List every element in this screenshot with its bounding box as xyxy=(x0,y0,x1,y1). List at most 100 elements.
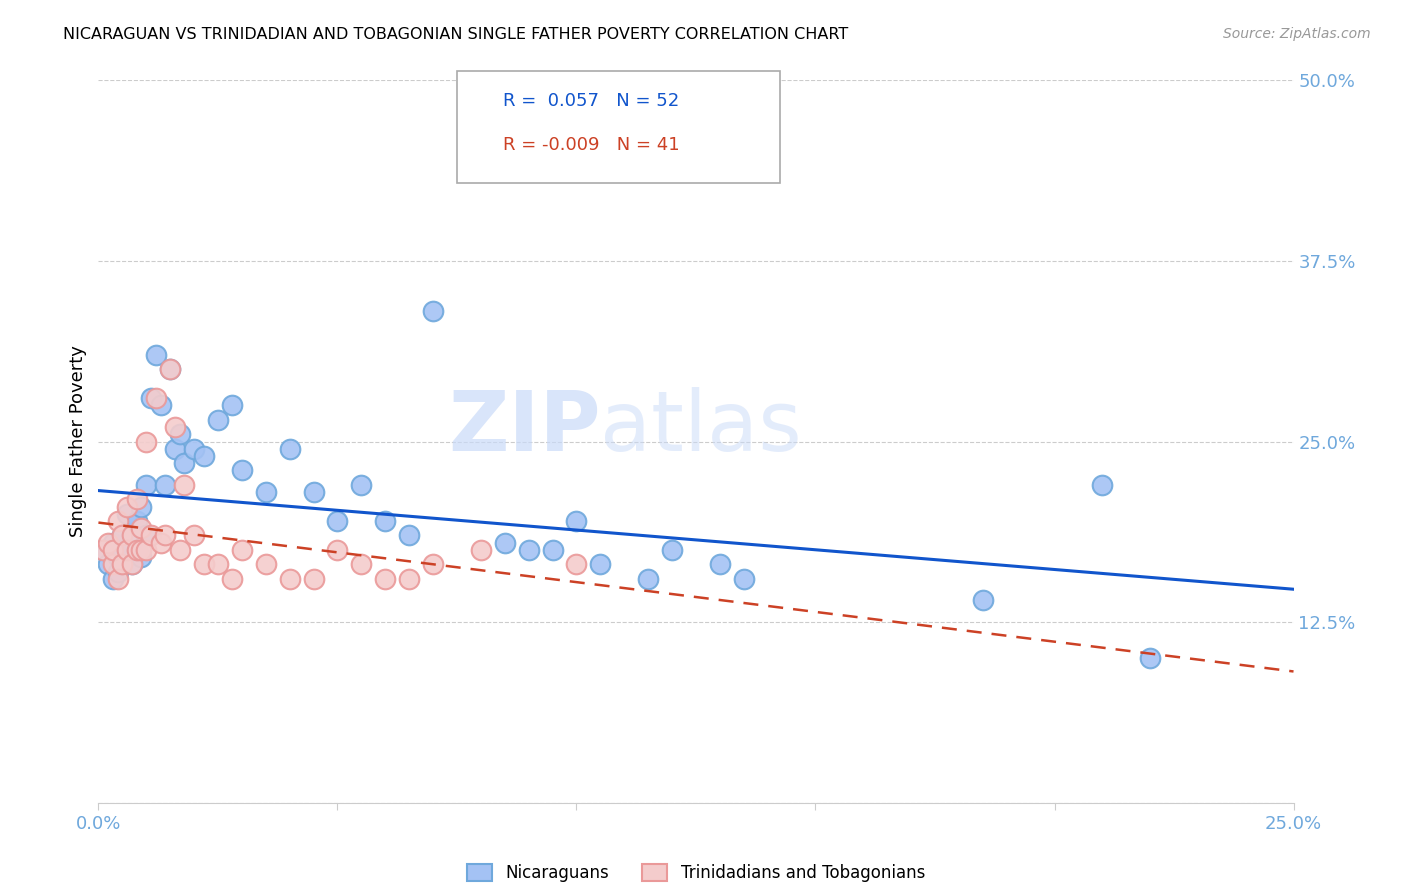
Point xyxy=(221,572,243,586)
Point xyxy=(302,572,325,586)
Legend: Nicaraguans, Trinidadians and Tobagonians: Nicaraguans, Trinidadians and Tobagonian… xyxy=(460,857,932,888)
Point xyxy=(350,558,373,572)
Point xyxy=(97,535,120,549)
Point xyxy=(131,521,153,535)
Point xyxy=(169,427,191,442)
Point xyxy=(589,558,612,572)
Point xyxy=(326,514,349,528)
Point xyxy=(326,542,349,557)
Point xyxy=(183,528,205,542)
Point xyxy=(637,572,659,586)
Point xyxy=(145,348,167,362)
Point xyxy=(398,572,420,586)
Point xyxy=(193,558,215,572)
Point xyxy=(135,528,157,542)
Point xyxy=(972,593,994,607)
Point xyxy=(193,449,215,463)
Point xyxy=(422,304,444,318)
Point xyxy=(1139,651,1161,665)
Point xyxy=(107,565,129,579)
Point xyxy=(173,478,195,492)
Point xyxy=(231,542,253,557)
Text: atlas: atlas xyxy=(600,386,801,467)
Point xyxy=(121,558,143,572)
Point xyxy=(149,535,172,549)
Point xyxy=(155,478,177,492)
Text: ZIP: ZIP xyxy=(449,386,600,467)
Point xyxy=(107,514,129,528)
Point xyxy=(709,558,731,572)
Point xyxy=(111,528,134,542)
Point xyxy=(115,542,138,557)
Point xyxy=(183,442,205,456)
Point xyxy=(125,492,148,507)
Point xyxy=(107,550,129,565)
Point xyxy=(661,542,683,557)
Point xyxy=(159,362,181,376)
Point xyxy=(101,558,124,572)
Point xyxy=(121,528,143,542)
Point xyxy=(169,542,191,557)
Point xyxy=(101,535,124,549)
Point xyxy=(131,500,153,514)
Point xyxy=(107,572,129,586)
Text: NICARAGUAN VS TRINIDADIAN AND TOBAGONIAN SINGLE FATHER POVERTY CORRELATION CHART: NICARAGUAN VS TRINIDADIAN AND TOBAGONIAN… xyxy=(63,27,848,42)
Point xyxy=(254,558,277,572)
Text: Source: ZipAtlas.com: Source: ZipAtlas.com xyxy=(1223,27,1371,41)
Point xyxy=(139,391,162,405)
Point xyxy=(422,558,444,572)
Point xyxy=(111,558,134,572)
Point xyxy=(111,528,134,542)
Y-axis label: Single Father Poverty: Single Father Poverty xyxy=(69,345,87,538)
Point xyxy=(135,542,157,557)
Point xyxy=(254,485,277,500)
Point xyxy=(139,528,162,542)
Point xyxy=(494,535,516,549)
Point xyxy=(350,478,373,492)
Point xyxy=(125,542,148,557)
Point xyxy=(221,398,243,412)
Point xyxy=(135,478,157,492)
Point xyxy=(115,507,138,521)
Point xyxy=(374,572,396,586)
Point xyxy=(278,572,301,586)
Point xyxy=(163,420,186,434)
Point xyxy=(91,542,114,557)
Point xyxy=(125,542,148,557)
Point xyxy=(131,550,153,565)
Point xyxy=(1091,478,1114,492)
Point xyxy=(474,97,496,112)
Point xyxy=(145,391,167,405)
Point xyxy=(207,558,229,572)
Point xyxy=(121,528,143,542)
Point xyxy=(163,442,186,456)
Point xyxy=(131,542,153,557)
Text: R = -0.009   N = 41: R = -0.009 N = 41 xyxy=(503,136,681,153)
Point xyxy=(231,463,253,477)
Point xyxy=(474,140,496,155)
Point xyxy=(101,542,124,557)
Point xyxy=(159,362,181,376)
Text: R =  0.057   N = 52: R = 0.057 N = 52 xyxy=(503,92,679,110)
Point xyxy=(374,514,396,528)
Point xyxy=(97,558,120,572)
Point xyxy=(302,485,325,500)
Point xyxy=(135,434,157,449)
Point xyxy=(101,572,124,586)
Point xyxy=(398,528,420,542)
Point xyxy=(149,398,172,412)
Point xyxy=(111,558,134,572)
Point xyxy=(91,542,114,557)
Point xyxy=(541,542,564,557)
Point xyxy=(470,542,492,557)
Point xyxy=(278,442,301,456)
Point xyxy=(565,558,588,572)
Point xyxy=(733,572,755,586)
Point xyxy=(517,542,540,557)
Point xyxy=(121,558,143,572)
Point xyxy=(111,542,134,557)
Point xyxy=(565,514,588,528)
Point xyxy=(125,514,148,528)
Point xyxy=(207,413,229,427)
Point xyxy=(115,500,138,514)
